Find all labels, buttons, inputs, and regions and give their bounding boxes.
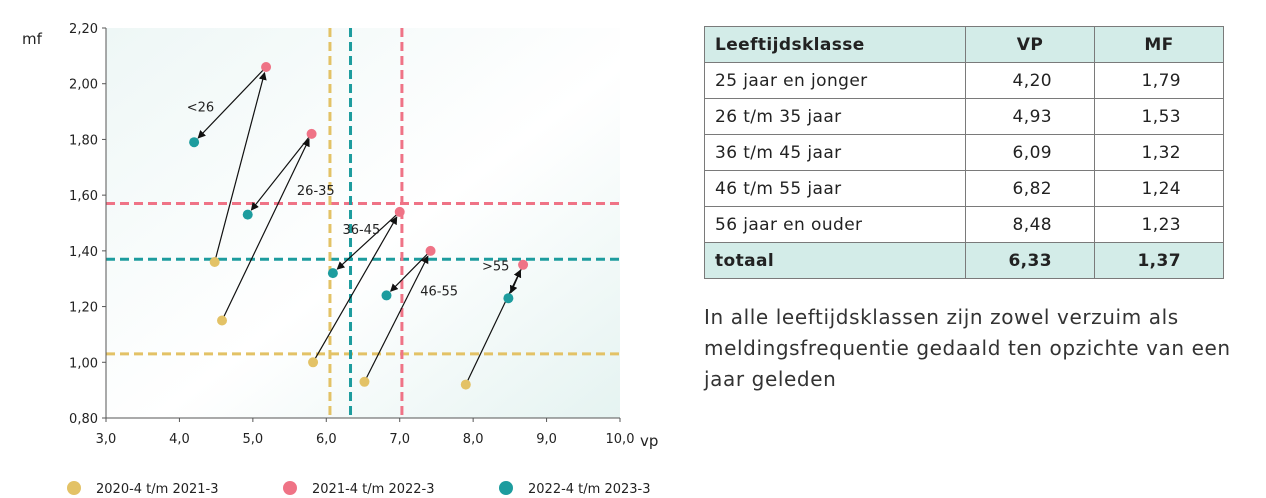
- trend-arrow: [223, 138, 310, 318]
- row-mf: 1,79: [1094, 62, 1224, 99]
- row-mf: 1,32: [1094, 134, 1224, 171]
- trend-arrow: [314, 216, 398, 360]
- table-header-row: Leeftijdsklasse VP MF: [704, 26, 1224, 63]
- y-tick-label: 1,40: [69, 245, 98, 260]
- y-tick-label: 2,20: [69, 22, 98, 37]
- data-point: [425, 245, 436, 256]
- data-point: [209, 257, 220, 267]
- y-tick-label: 2,00: [69, 78, 98, 93]
- legend: 2020-4 t/m 2021-3 2021-4 t/m 2022-3 2022-4…: [67, 481, 651, 497]
- data-point: [189, 137, 200, 148]
- x-axis-label: vp: [640, 432, 658, 450]
- row-label: 26 t/m 35 jaar: [704, 98, 966, 135]
- row-vp: 4,20: [965, 62, 1095, 99]
- data-point: [327, 268, 338, 279]
- x-tick-label: 8,0: [463, 432, 484, 447]
- trend-arrow: [250, 136, 310, 211]
- trend-arrow: [215, 71, 267, 259]
- data-point: [503, 293, 514, 304]
- x-ticks: 3,0 4,0 5,0 6,0 7,0 8,0 9,0 10,0: [96, 418, 635, 447]
- data-points: [189, 62, 529, 390]
- x-tick-label: 10,0: [606, 432, 635, 447]
- total-vp: 6,33: [965, 242, 1095, 279]
- legend-label: 2021-4 t/m 2022-3: [312, 482, 435, 497]
- table-row: 26 t/m 35 jaar 4,93 1,53: [704, 98, 1224, 135]
- row-label: 36 t/m 45 jaar: [704, 134, 966, 171]
- legend-swatch: [499, 481, 513, 495]
- table-total-row: totaal 6,33 1,37: [704, 242, 1224, 279]
- y-ticks: 0,80 1,00 1,20 1,40 1,60 1,80 2,00 2,20: [69, 22, 106, 427]
- legend-label: 2022-4 t/m 2023-3: [528, 482, 651, 497]
- y-tick-label: 1,20: [69, 301, 98, 316]
- table-row: 36 t/m 45 jaar 6,09 1,32: [704, 134, 1224, 171]
- table-row: 46 t/m 55 jaar 6,82 1,24: [704, 170, 1224, 207]
- trend-arrow: [336, 214, 398, 270]
- data-point: [460, 379, 471, 390]
- data-point: [381, 290, 392, 301]
- data-point: [306, 128, 317, 139]
- x-tick-label: 4,0: [169, 432, 190, 447]
- data-point: [308, 357, 319, 368]
- annotations: <26 26-35 36-45 46-55 >55: [187, 101, 510, 300]
- x-tick-label: 5,0: [243, 432, 264, 447]
- stats-table: Leeftijdsklasse VP MF 25 jaar en jonger …: [704, 26, 1224, 279]
- row-mf: 1,53: [1094, 98, 1224, 135]
- row-vp: 6,09: [965, 134, 1095, 171]
- row-vp: 6,82: [965, 170, 1095, 207]
- data-point: [261, 62, 272, 72]
- row-vp: 4,93: [965, 98, 1095, 135]
- axes: [105, 28, 620, 419]
- x-tick-label: 3,0: [96, 432, 117, 447]
- row-mf: 1,23: [1094, 206, 1224, 243]
- y-tick-label: 1,60: [69, 189, 98, 204]
- trend-arrow: [365, 255, 429, 379]
- scatter-chart: 3,0 4,0 5,0 6,0 7,0 8,0 9,0 10,0 0,80 1,00 1,20 1,…: [22, 22, 658, 497]
- trend-arrow: [390, 253, 429, 292]
- x-tick-label: 7,0: [389, 432, 410, 447]
- y-tick-label: 0,80: [69, 412, 98, 427]
- age-group-annotation: 36-45: [342, 223, 380, 238]
- row-label: 56 jaar en ouder: [704, 206, 966, 243]
- data-point: [217, 315, 228, 326]
- data-point: [518, 259, 529, 270]
- y-tick-label: 1,80: [69, 133, 98, 148]
- row-vp: 8,48: [965, 206, 1095, 243]
- arrows: [197, 69, 523, 382]
- trend-arrow: [509, 268, 523, 294]
- legend-swatch: [283, 481, 297, 495]
- legend-swatch: [67, 481, 81, 495]
- age-group-annotation: 46-55: [420, 284, 458, 299]
- summary-note: In alle leeftijdsklassen zijn zowel verz…: [704, 305, 1231, 391]
- row-mf: 1,24: [1094, 170, 1224, 207]
- age-group-annotation: 26-35: [297, 184, 335, 199]
- stats-table-container: Leeftijdsklasse VP MF 25 jaar en jonger …: [704, 26, 1224, 279]
- row-label: 25 jaar en jonger: [704, 62, 966, 99]
- x-tick-label: 9,0: [536, 432, 557, 447]
- row-label: 46 t/m 55 jaar: [704, 170, 966, 207]
- total-label: totaal: [704, 242, 966, 279]
- header-mf: MF: [1094, 26, 1224, 63]
- age-group-annotation: >55: [482, 259, 509, 274]
- x-tick-label: 6,0: [316, 432, 337, 447]
- chart-svg: 3,0 4,0 5,0 6,0 7,0 8,0 9,0 10,0 0,80 1,00 1,20 1,…: [22, 22, 658, 497]
- table-row: 25 jaar en jonger 4,20 1,79: [704, 62, 1224, 99]
- table-row: 56 jaar en ouder 8,48 1,23: [704, 206, 1224, 243]
- legend-label: 2020-4 t/m 2021-3: [96, 482, 219, 497]
- header-vp: VP: [965, 26, 1095, 63]
- data-point: [242, 209, 253, 220]
- y-tick-label: 1,00: [69, 356, 98, 371]
- trend-arrow: [197, 69, 264, 139]
- data-point: [394, 206, 405, 217]
- data-point: [359, 376, 370, 387]
- total-mf: 1,37: [1094, 242, 1224, 279]
- header-leeftijdsklasse: Leeftijdsklasse: [704, 26, 966, 63]
- y-axis-label: mf: [22, 30, 43, 48]
- age-group-annotation: <26: [187, 101, 214, 116]
- reference-lines: [106, 28, 620, 418]
